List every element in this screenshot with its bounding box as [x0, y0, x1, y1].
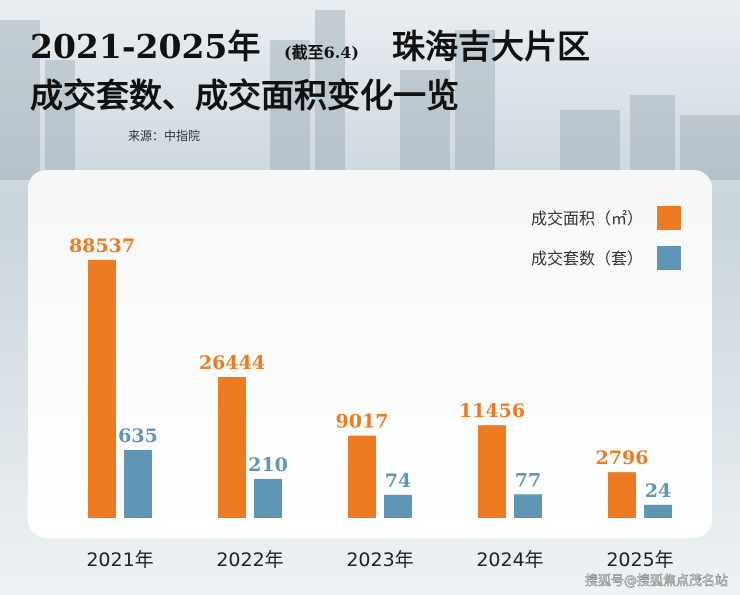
skyline — [0, 10, 740, 180]
value-label: 11456 — [459, 400, 525, 422]
value-label: 24 — [645, 480, 671, 502]
legend-swatch — [657, 246, 681, 270]
bar — [218, 376, 246, 518]
value-label: 88537 — [69, 235, 135, 257]
legend-swatch — [657, 206, 681, 230]
x-tick-label: 2024年 — [476, 549, 543, 571]
value-label: 2796 — [596, 447, 649, 469]
bar — [644, 504, 672, 518]
bar — [348, 435, 376, 518]
value-label: 26444 — [199, 352, 265, 374]
value-label: 77 — [515, 469, 541, 491]
plot: 2021年 88537 635 2022年 26444 210 2023年 9017 74 202… — [69, 206, 681, 571]
title-note: (截至6.4) — [284, 43, 359, 62]
legend-label: 成交套数（套） — [531, 249, 643, 268]
value-label: 74 — [385, 470, 411, 492]
bar — [124, 450, 152, 518]
bar — [254, 478, 282, 518]
x-tick-label: 2022年 — [216, 549, 283, 571]
value-label: 9017 — [336, 411, 389, 433]
x-tick-label: 2021年 — [86, 549, 153, 571]
x-tick-label: 2023年 — [346, 549, 413, 571]
chart-card — [28, 170, 712, 538]
bar — [608, 472, 636, 518]
source: 来源：中指院 — [128, 128, 200, 143]
x-tick-label: 2025年 — [606, 549, 673, 571]
bar — [384, 494, 412, 518]
value-label: 635 — [118, 425, 158, 447]
title: 成交套数、成交面积变化一览 — [30, 76, 459, 115]
title: 2021-2025年 — [30, 27, 260, 66]
watermark: 搜狐号@搜狐焦点茂名站 — [585, 573, 728, 589]
legend-label: 成交面积（㎡） — [531, 209, 643, 228]
bar — [514, 494, 542, 518]
title: 珠海吉大片区 — [392, 27, 590, 66]
bar — [478, 425, 506, 518]
value-label: 210 — [248, 454, 288, 476]
bar — [88, 260, 116, 518]
